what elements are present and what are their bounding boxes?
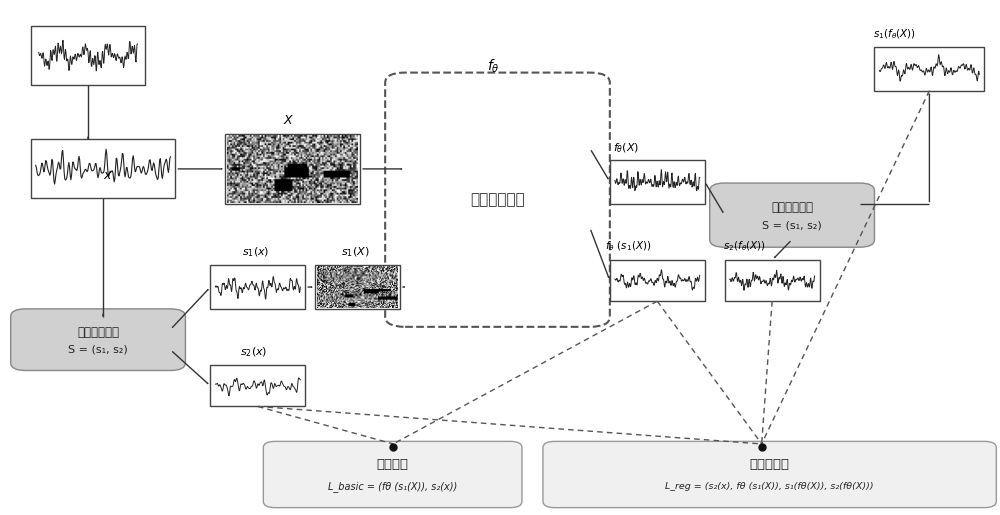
Text: $s_2(f_\theta(X))$: $s_2(f_\theta(X))$: [723, 240, 766, 253]
FancyBboxPatch shape: [610, 160, 705, 203]
Text: S = (s₁, s₂): S = (s₁, s₂): [68, 345, 128, 355]
FancyBboxPatch shape: [210, 365, 305, 406]
FancyBboxPatch shape: [385, 73, 610, 327]
Text: $s_1(X)$: $s_1(X)$: [341, 245, 369, 259]
Text: 语音下采样器: 语音下采样器: [771, 201, 813, 214]
FancyBboxPatch shape: [31, 26, 145, 85]
Text: 语音去噪网络: 语音去噪网络: [470, 192, 525, 207]
Text: $s_1(x)$: $s_1(x)$: [242, 245, 269, 259]
FancyBboxPatch shape: [610, 260, 705, 301]
Text: L_basic = (fθ (s₁(X)), s₂(x)): L_basic = (fθ (s₁(X)), s₂(x)): [328, 481, 457, 492]
FancyBboxPatch shape: [31, 140, 175, 198]
Text: $f_\theta(X)$: $f_\theta(X)$: [613, 141, 639, 155]
Text: $s_2(x)$: $s_2(x)$: [240, 345, 267, 358]
Text: $X$: $X$: [283, 113, 294, 127]
Text: $f_\theta$: $f_\theta$: [487, 58, 499, 75]
FancyBboxPatch shape: [874, 47, 984, 91]
Text: 基础据失: 基础据失: [377, 458, 409, 471]
FancyBboxPatch shape: [11, 309, 185, 370]
Text: 语音下采样器: 语音下采样器: [77, 326, 119, 339]
Text: 正则化据失: 正则化据失: [750, 458, 790, 471]
FancyBboxPatch shape: [263, 441, 522, 508]
Text: L_reg = (s₂(x), fθ (s₁(X)), s₁(fθ(X)), s₂(fθ(X))): L_reg = (s₂(x), fθ (s₁(X)), s₁(fθ(X)), s…: [665, 482, 874, 491]
Text: S = (s₁, s₂): S = (s₁, s₂): [762, 221, 822, 231]
FancyBboxPatch shape: [725, 260, 820, 301]
Text: $s_1(f_\theta(X))$: $s_1(f_\theta(X))$: [873, 28, 917, 41]
Text: $x$: $x$: [103, 169, 112, 182]
Text: $f_\theta\ (s_1(X))$: $f_\theta\ (s_1(X))$: [605, 240, 651, 253]
FancyBboxPatch shape: [543, 441, 996, 508]
FancyBboxPatch shape: [315, 265, 400, 309]
FancyBboxPatch shape: [210, 265, 305, 309]
FancyBboxPatch shape: [225, 134, 360, 203]
FancyBboxPatch shape: [710, 183, 874, 247]
